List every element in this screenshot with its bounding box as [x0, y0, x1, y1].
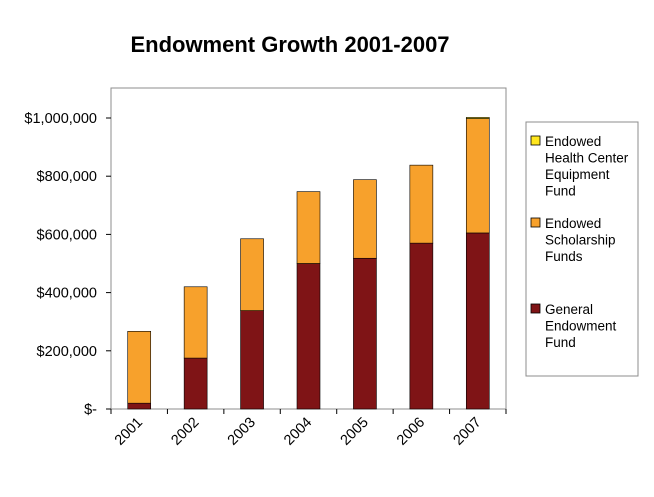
bar-2003-series-1 [240, 238, 264, 311]
x-tick-label-2003: 2003 [225, 415, 259, 449]
x-tick-label-2004: 2004 [281, 415, 315, 449]
legend-label-line: Funds [545, 249, 583, 264]
bar-2002-series-0 [183, 357, 208, 410]
plot-area: $- $200,000 $400,000 $600,000 $800,000 $1,000… [24, 87, 507, 449]
legend-label-line: Equipment [545, 167, 610, 182]
x-tick-label-2006: 2006 [394, 415, 428, 449]
x-tick-label-2005: 2005 [338, 415, 372, 449]
bar-2004-series-1 [296, 191, 321, 264]
bar-2007-series-2 [465, 117, 490, 119]
bar-2001-series-0 [127, 402, 152, 410]
bar-2001-series-1 [127, 331, 152, 404]
bar-2006-series-1 [409, 164, 434, 244]
legend-label-line: General [545, 302, 593, 317]
y-tick-label: $400,000 [37, 286, 97, 302]
legend-label-line: Health Center [545, 151, 629, 166]
bar-2007-series-0 [465, 232, 490, 410]
chart-title: Endowment Growth 2001-2007 [130, 32, 449, 57]
y-tick-label: $200,000 [37, 344, 97, 360]
y-tick-label: $800,000 [37, 169, 97, 185]
legend-swatch [530, 217, 541, 228]
bar-2002-series-1 [183, 286, 208, 359]
legend-swatch [530, 135, 541, 146]
bar-series-group [127, 117, 490, 410]
legend-label-line: Endowed [545, 134, 601, 149]
x-tick-label-2001: 2001 [112, 415, 146, 449]
bar-2005-series-1 [353, 179, 377, 259]
x-tick-label-2007: 2007 [450, 415, 484, 449]
legend-frame [525, 121, 639, 377]
x-tick-label-2002: 2002 [168, 415, 202, 449]
bar-2006-series-0 [409, 242, 434, 410]
legend-label-line: Endowed [545, 216, 601, 231]
y-tick-label: $1,000,000 [24, 111, 97, 127]
legend-label-line: Scholarship [545, 233, 616, 248]
legend-label-line: Fund [545, 335, 576, 350]
y-tick-label: $- [84, 402, 97, 418]
legend-swatch [530, 303, 541, 314]
legend-label-line: Endowment [545, 319, 617, 334]
bar-2003-series-0 [240, 310, 264, 410]
y-tick-label: $600,000 [37, 227, 97, 243]
legend-label-line: Fund [545, 184, 576, 199]
bar-2007-series-1 [465, 118, 490, 234]
bar-2004-series-0 [296, 263, 321, 410]
bar-2005-series-0 [353, 257, 377, 410]
